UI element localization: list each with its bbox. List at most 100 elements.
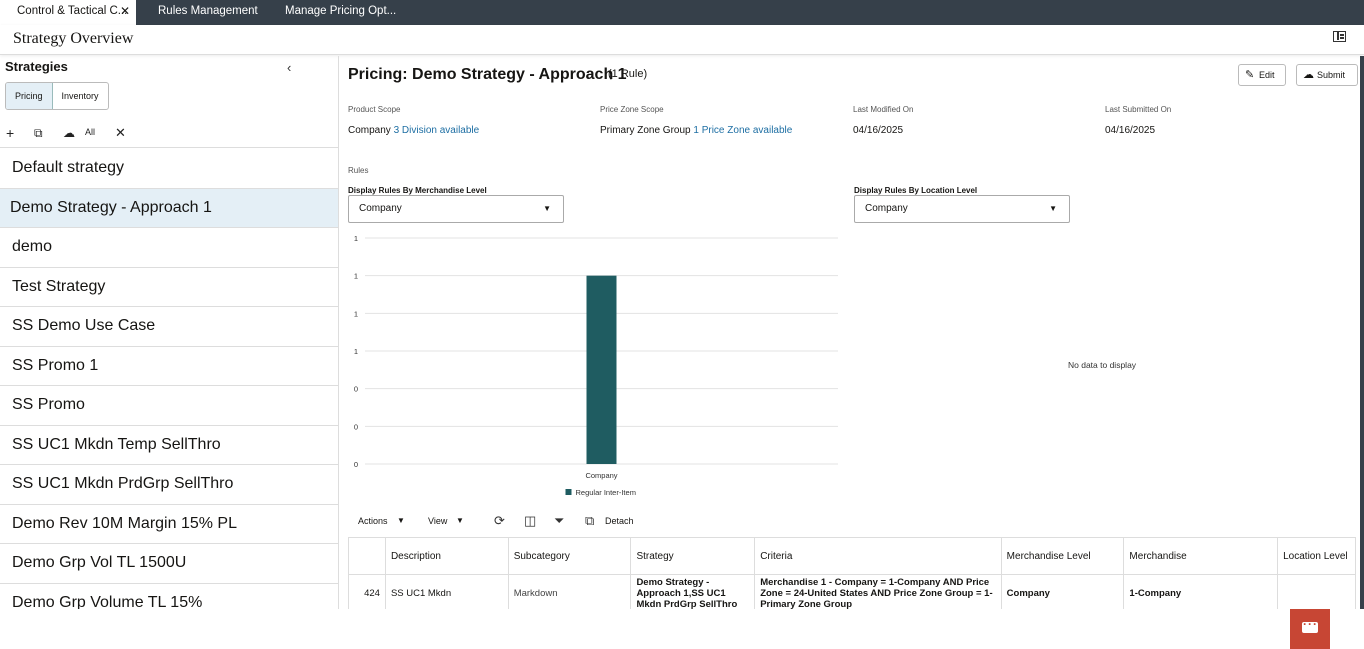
table-toolbar: Actions ▼ View ▼ ⟳ ◫ ⏷ ⧉ Detach: [340, 510, 1360, 534]
merch-level-cell: Company: [1002, 575, 1125, 609]
price-zone-link[interactable]: 1 Price Zone available: [693, 125, 793, 136]
price-zone-scope-value: Primary Zone Group 1 Price Zone availabl…: [600, 125, 793, 136]
close-icon[interactable]: ✕: [119, 4, 130, 18]
actions-menu[interactable]: Actions: [358, 516, 388, 526]
list-item[interactable]: SS UC1 Mkdn PrdGrp SellThro: [0, 465, 338, 505]
y-tick-label: 0: [354, 460, 358, 469]
tab-label: Control & Tactical C...: [17, 5, 128, 17]
y-tick-label: 1: [354, 272, 358, 281]
y-tick-label: 0: [354, 385, 358, 394]
add-icon[interactable]: +: [6, 125, 15, 141]
last-modified-value: 04/16/2025: [853, 125, 904, 136]
rules-label: Rules: [348, 166, 369, 175]
strategy-toolbar: + ⧉ ☁ All ✕: [0, 120, 338, 148]
y-tick-label: 0: [354, 422, 358, 431]
edit-button[interactable]: ✎ Edit: [1238, 64, 1286, 86]
product-scope-value: Company 3 Division available: [348, 125, 480, 136]
list-item[interactable]: Demo Rev 10M Margin 15% PL: [0, 505, 338, 544]
y-tick-label: 1: [354, 347, 358, 356]
filter-icon[interactable]: ⏷: [554, 513, 565, 528]
list-item[interactable]: Default strategy: [0, 149, 338, 189]
list-item[interactable]: demo: [0, 228, 338, 268]
list-item[interactable]: SS Demo Use Case: [0, 307, 338, 347]
last-submitted-value: 04/16/2025: [1105, 125, 1156, 136]
location-level-cell: [1278, 575, 1355, 609]
panel-title: Strategies: [5, 59, 68, 74]
column-header[interactable]: Location Level: [1283, 550, 1348, 562]
strategy-cell: Demo Strategy - Approach 1,SS UC1 Mkdn P…: [631, 575, 756, 609]
location-level-label: Display Rules By Location Level: [854, 186, 978, 195]
criteria-cell: Merchandise 1 - Company = 1-Company AND …: [755, 575, 1002, 609]
description-cell: SS UC1 Mkdn: [386, 575, 509, 609]
tab-rules-management[interactable]: Rules Management: [158, 5, 258, 17]
list-item[interactable]: SS Promo: [0, 386, 338, 426]
legend-label: Regular Inter-Item: [576, 488, 636, 497]
y-tick-label: 1: [354, 234, 358, 243]
panel-toggle-icon[interactable]: [1333, 31, 1346, 42]
subcategory-cell: Markdown: [509, 575, 632, 609]
segment-inventory[interactable]: Inventory: [61, 91, 99, 101]
no-data-message: No data to display: [1068, 360, 1137, 370]
strategy-title: Pricing: Demo Strategy - Approach 1: [348, 66, 627, 83]
rules-table: Description Subcategory Strategy Criteri…: [348, 537, 1356, 609]
price-zone-scope-label: Price Zone Scope: [600, 105, 664, 114]
caret-down-icon: ▼: [1049, 204, 1057, 213]
cloud-upload-icon[interactable]: ☁: [63, 126, 75, 140]
tab-control-tactical[interactable]: Control & Tactical C... ✕: [0, 0, 136, 25]
strategy-list: Default strategy Demo Strategy - Approac…: [0, 149, 338, 610]
row-number: 424: [349, 575, 386, 609]
strategies-panel: Strategies ‹ Pricing Inventory + ⧉ ☁ All…: [0, 56, 339, 609]
pencil-icon: ✎: [1245, 69, 1255, 81]
upload-all-label[interactable]: All: [85, 127, 96, 137]
list-item[interactable]: Test Strategy: [0, 268, 338, 307]
x-tick-label: Company: [585, 471, 617, 480]
segment-pricing[interactable]: Pricing: [6, 83, 53, 109]
scrollbar[interactable]: [1360, 56, 1364, 609]
merch-level-label: Display Rules By Merchandise Level: [348, 186, 487, 195]
page-title: Strategy Overview: [13, 30, 134, 47]
cloud-upload-icon: ☁: [1303, 69, 1314, 81]
caret-down-icon[interactable]: ▼: [456, 516, 464, 525]
column-header[interactable]: Merchandise Level: [1002, 538, 1125, 574]
last-submitted-label: Last Submitted On: [1105, 105, 1172, 114]
submit-button[interactable]: ☁ Submit: [1296, 64, 1358, 86]
clear-icon[interactable]: ✕: [115, 125, 126, 140]
list-item-selected[interactable]: Demo Strategy - Approach 1: [0, 188, 338, 228]
column-header[interactable]: Criteria: [755, 538, 1002, 574]
rule-count: (1 Rule): [608, 68, 648, 80]
freeze-icon[interactable]: ◫: [524, 513, 537, 528]
list-item[interactable]: Demo Grp Volume TL 15%: [0, 584, 338, 610]
column-header[interactable]: Merchandise: [1124, 538, 1279, 574]
list-item[interactable]: Demo Grp Vol TL 1500U: [0, 544, 338, 584]
division-link[interactable]: 3 Division available: [393, 125, 480, 136]
caret-down-icon: ▼: [543, 204, 551, 213]
table-row[interactable]: 424 SS UC1 Mkdn Markdown Demo Strategy -…: [349, 575, 1355, 609]
view-menu[interactable]: View: [428, 516, 448, 526]
merch-level-select[interactable]: Company ▼: [348, 195, 564, 223]
list-item[interactable]: SS Promo 1: [0, 347, 338, 386]
refresh-icon[interactable]: ⟳: [494, 513, 505, 528]
merchandise-cell: 1-Company: [1124, 575, 1279, 609]
legend-swatch: [565, 489, 572, 495]
copy-icon[interactable]: ⧉: [34, 126, 43, 140]
bar: [586, 275, 617, 464]
rules-bar-chart: 1 1 1 1 0 0 0 Company Regular Inter-Item: [354, 234, 838, 497]
main-content: Pricing: Demo Strategy - Approach 1 (1 R…: [340, 56, 1360, 609]
product-scope-label: Product Scope: [348, 105, 401, 114]
last-modified-label: Last Modified On: [853, 105, 914, 114]
chevron-left-icon[interactable]: ‹: [287, 60, 292, 75]
column-header[interactable]: Subcategory: [509, 538, 632, 574]
chat-icon[interactable]: [1290, 609, 1330, 649]
table-header-row: Description Subcategory Strategy Criteri…: [349, 538, 1355, 575]
caret-down-icon[interactable]: ▼: [397, 516, 405, 525]
list-item[interactable]: SS UC1 Mkdn Temp SellThro: [0, 426, 338, 465]
detach-button[interactable]: Detach: [605, 516, 634, 526]
column-header[interactable]: Strategy: [631, 538, 756, 574]
location-level-select[interactable]: Company ▼: [854, 195, 1070, 223]
tab-manage-pricing[interactable]: Manage Pricing Opt...: [285, 5, 397, 17]
page-header: Strategy Overview: [0, 25, 1364, 55]
y-tick-label: 1: [354, 309, 358, 318]
detach-icon[interactable]: ⧉: [585, 513, 595, 528]
tab-bar: Control & Tactical C... ✕ Rules Manageme…: [0, 0, 1364, 25]
column-header[interactable]: Description: [386, 538, 509, 574]
